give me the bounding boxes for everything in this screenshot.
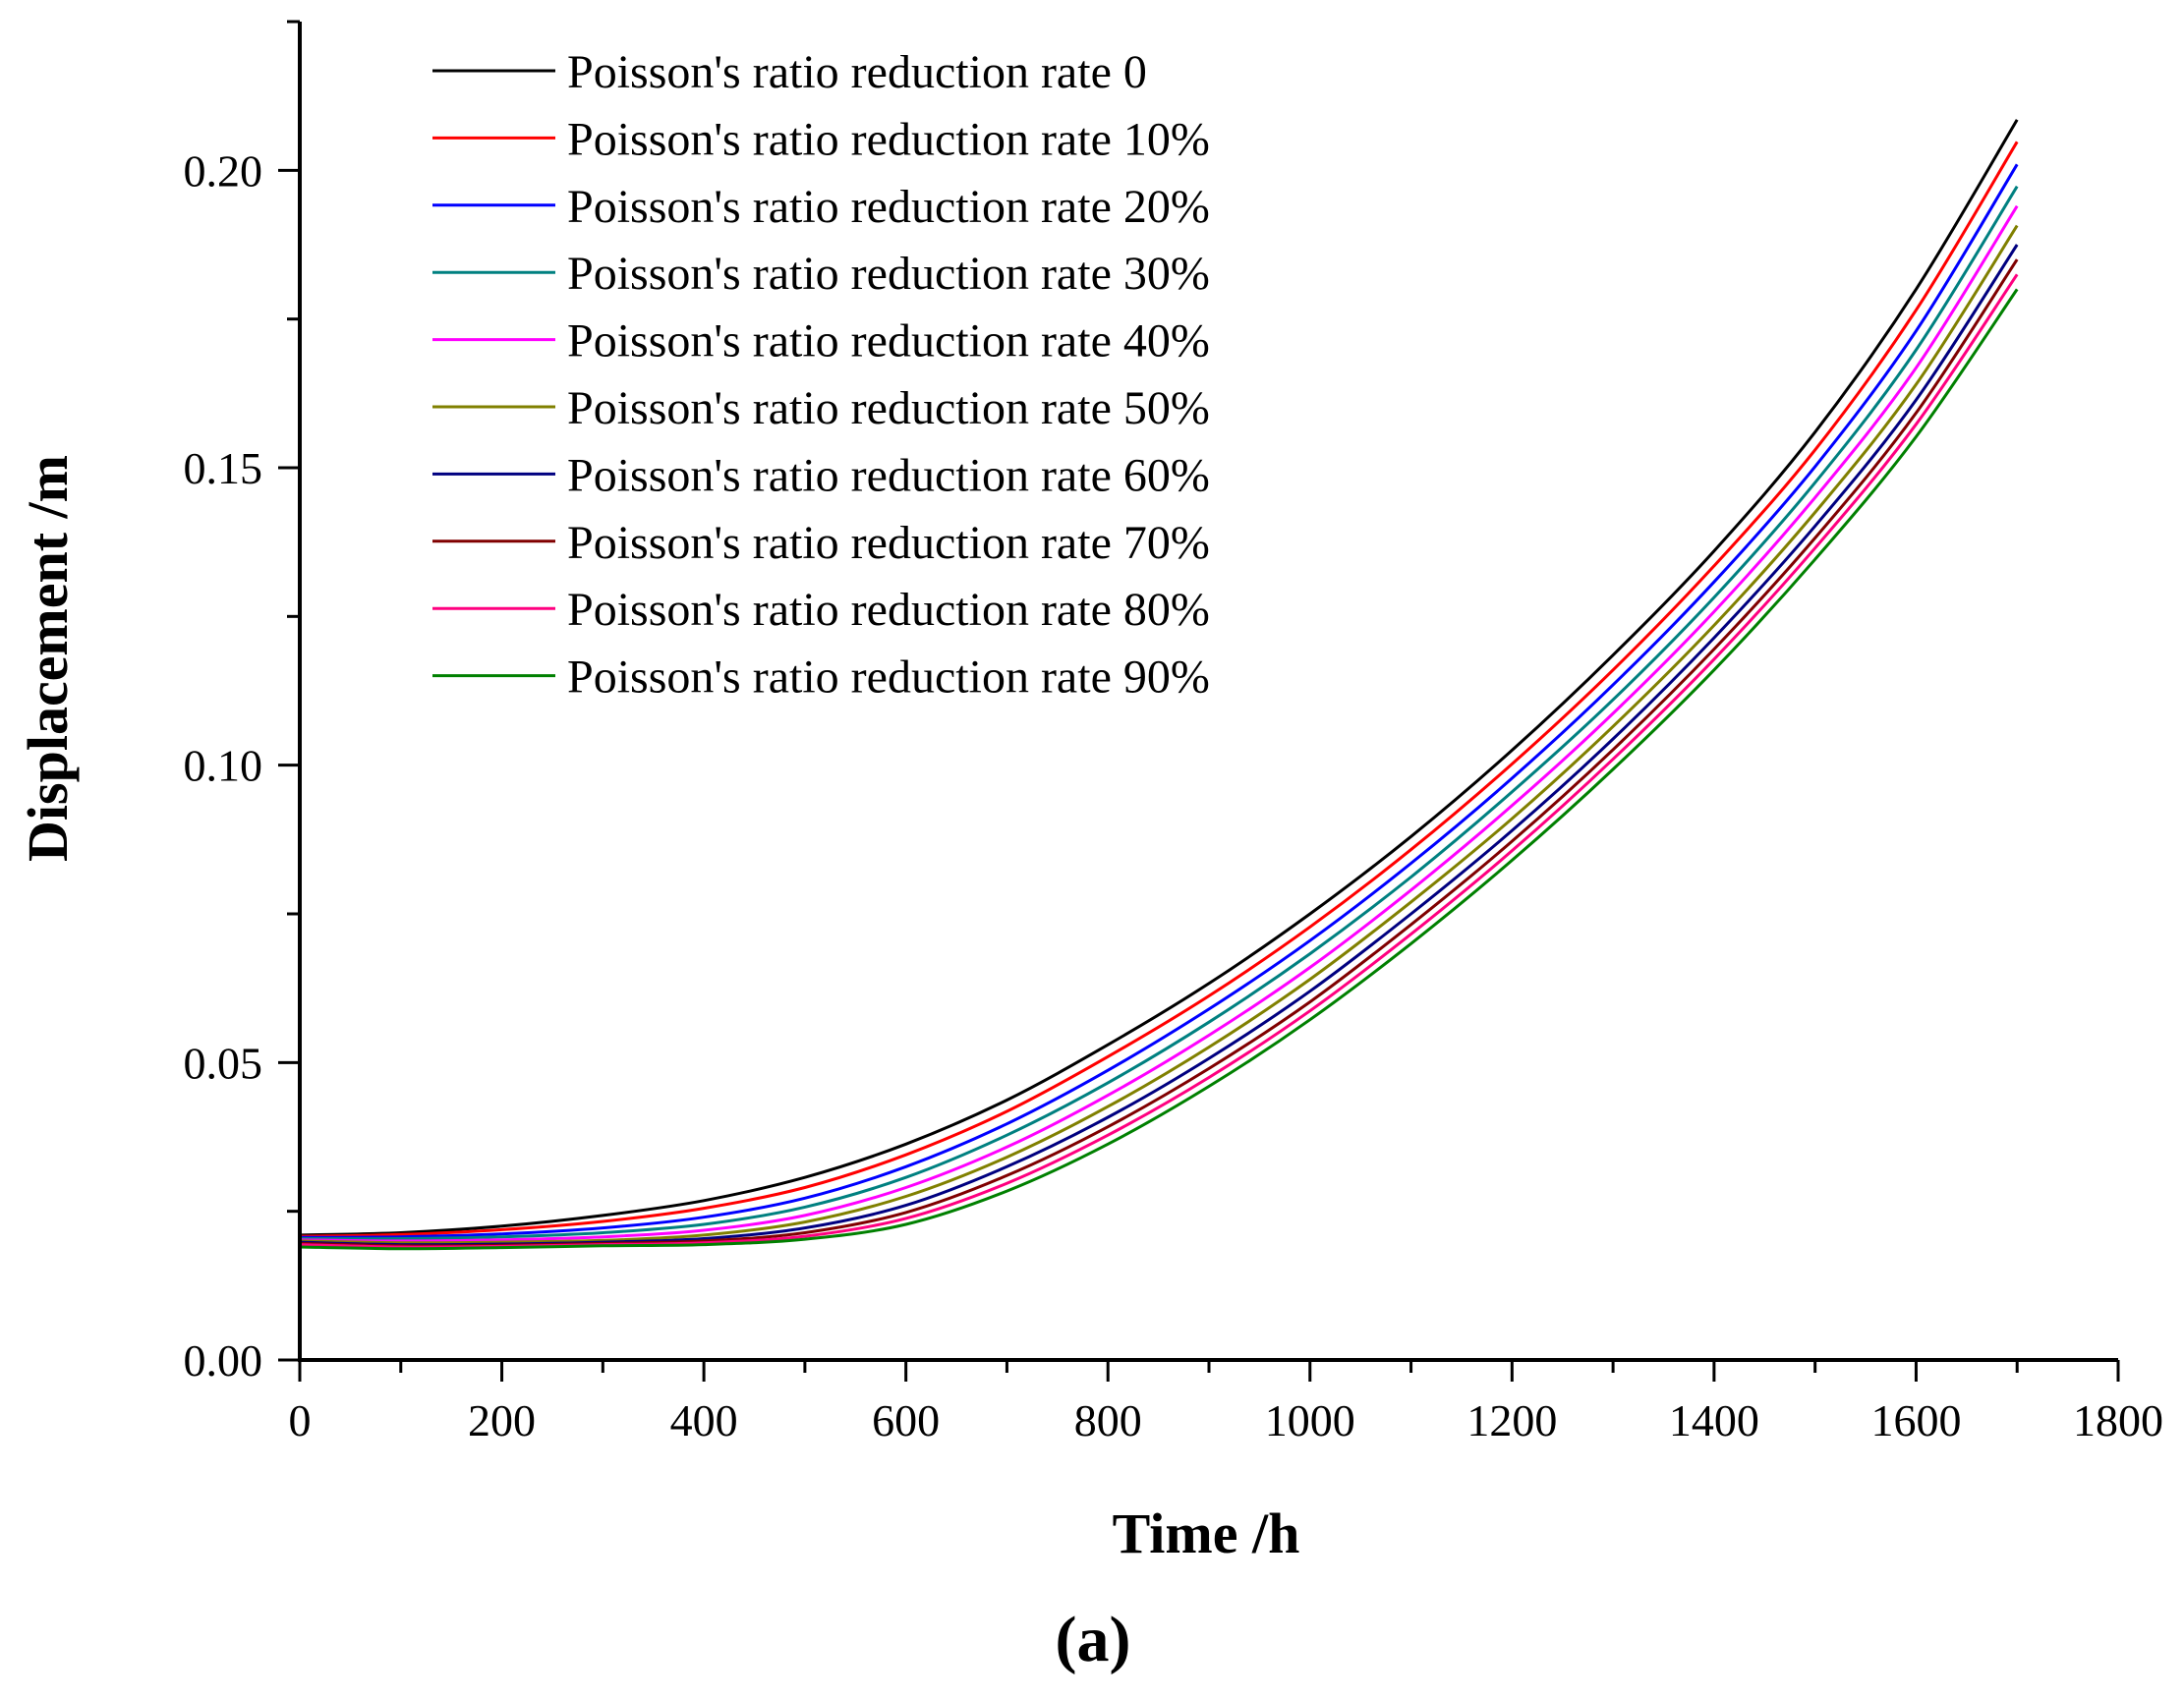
series-line-2 [299, 163, 2019, 1239]
x-tick-label: 1000 [1265, 1395, 1355, 1445]
y-tick-label: 0.15 [184, 443, 263, 493]
y-tick-label: 0.20 [184, 145, 263, 196]
legend-label-0: Poisson's ratio reduction rate 0 [567, 46, 1147, 98]
legend-label-4: Poisson's ratio reduction rate 40% [567, 315, 1210, 368]
legend-label-2: Poisson's ratio reduction rate 20% [567, 181, 1210, 233]
panel-label: (a) [1056, 1604, 1131, 1675]
legend-label-6: Poisson's ratio reduction rate 60% [567, 449, 1210, 501]
x-tick-label: 0 [289, 1395, 312, 1445]
legend-label-3: Poisson's ratio reduction rate 30% [567, 248, 1210, 300]
y-axis-ticks: 0.00 0.05 0.10 0.15 0.20 [184, 20, 300, 1386]
x-tick-label: 400 [670, 1395, 738, 1445]
series-line-3 [299, 185, 2019, 1241]
y-tick-label: 0.05 [184, 1038, 263, 1088]
legend-label-5: Poisson's ratio reduction rate 50% [567, 382, 1210, 434]
legend: Poisson's ratio reduction rate 0 Poisson'… [432, 46, 1210, 704]
y-tick-label: 0.10 [184, 741, 263, 791]
legend-label-9: Poisson's ratio reduction rate 90% [567, 651, 1210, 704]
x-tick-label: 1200 [1466, 1395, 1557, 1445]
x-tick-label: 600 [872, 1395, 940, 1445]
y-tick-label: 0.00 [184, 1335, 263, 1386]
x-axis-ticks: 0 200 400 600 800 1000 1200 1400 1600 1800 [289, 1360, 2163, 1445]
series-line-4 [299, 204, 2019, 1243]
legend-label-1: Poisson's ratio reduction rate 10% [567, 113, 1210, 165]
y-axis-title: Displacement /m [16, 455, 80, 862]
series-line-9 [299, 288, 2019, 1251]
x-tick-label: 1400 [1669, 1395, 1759, 1445]
x-tick-label: 1600 [1870, 1395, 1961, 1445]
plot-series [299, 119, 2019, 1251]
legend-label-8: Poisson's ratio reduction rate 80% [567, 584, 1210, 636]
series-line-5 [299, 224, 2019, 1245]
legend-label-7: Poisson's ratio reduction rate 70% [567, 517, 1210, 569]
series-line-0 [299, 119, 2019, 1237]
x-tick-label: 800 [1074, 1395, 1142, 1445]
x-tick-label: 200 [468, 1395, 536, 1445]
x-tick-label: 1800 [2073, 1395, 2163, 1445]
series-line-1 [299, 141, 2019, 1238]
x-axis-title: Time /h [1113, 1501, 1300, 1565]
